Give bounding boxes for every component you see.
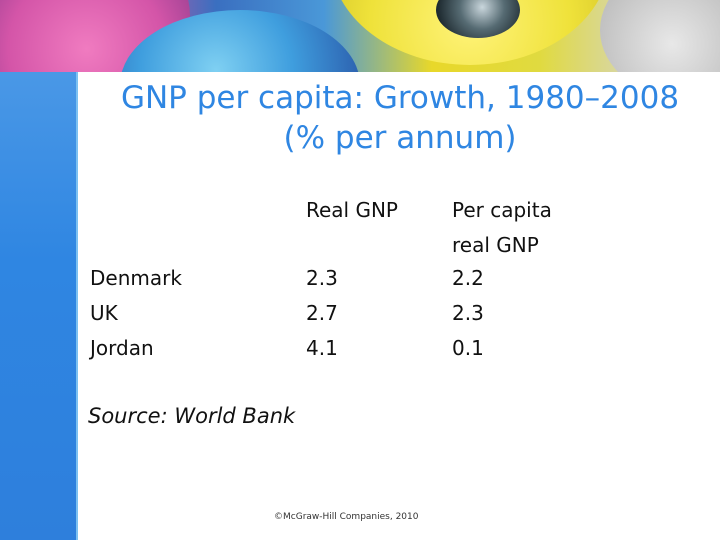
grey-ball-graphic	[600, 0, 720, 72]
row-per-capita-uk: 2.3	[452, 301, 484, 325]
slide-title: GNP per capita: Growth, 1980–2008 (% per…	[80, 78, 720, 158]
row-country-uk: UK	[90, 301, 118, 325]
row-per-capita-jordan: 0.1	[452, 336, 484, 360]
row-real-gnp-denmark: 2.3	[306, 266, 338, 290]
column-header-per-capita-line-2: real GNP	[452, 233, 539, 257]
row-real-gnp-uk: 2.7	[306, 301, 338, 325]
row-country-jordan: Jordan	[90, 336, 154, 360]
column-header-per-capita-line-1: Per capita	[452, 198, 552, 222]
row-per-capita-denmark: 2.2	[452, 266, 484, 290]
source-note: Source: World Bank	[88, 404, 296, 428]
row-country-denmark: Denmark	[90, 266, 182, 290]
left-accent-bar	[0, 72, 78, 540]
row-real-gnp-jordan: 4.1	[306, 336, 338, 360]
slide-title-line-2: (% per annum)	[283, 120, 517, 156]
slide-title-line-1: GNP per capita: Growth, 1980–2008	[120, 80, 680, 116]
decorative-banner	[0, 0, 720, 72]
copyright-footer: ©McGraw-Hill Companies, 2010	[274, 512, 419, 522]
column-header-real-gnp: Real GNP	[306, 198, 398, 222]
